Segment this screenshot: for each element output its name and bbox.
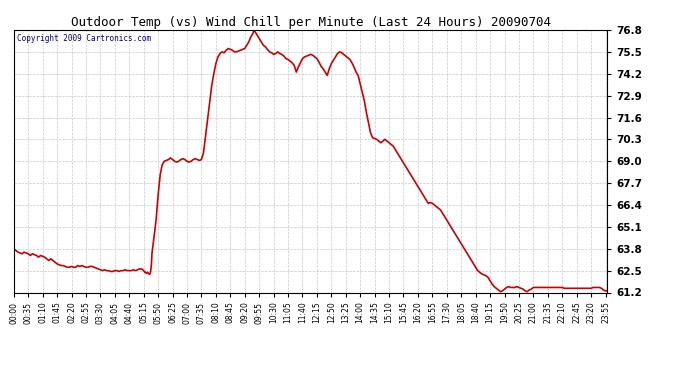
- Title: Outdoor Temp (vs) Wind Chill per Minute (Last 24 Hours) 20090704: Outdoor Temp (vs) Wind Chill per Minute …: [70, 16, 551, 29]
- Text: Copyright 2009 Cartronics.com: Copyright 2009 Cartronics.com: [17, 34, 151, 43]
